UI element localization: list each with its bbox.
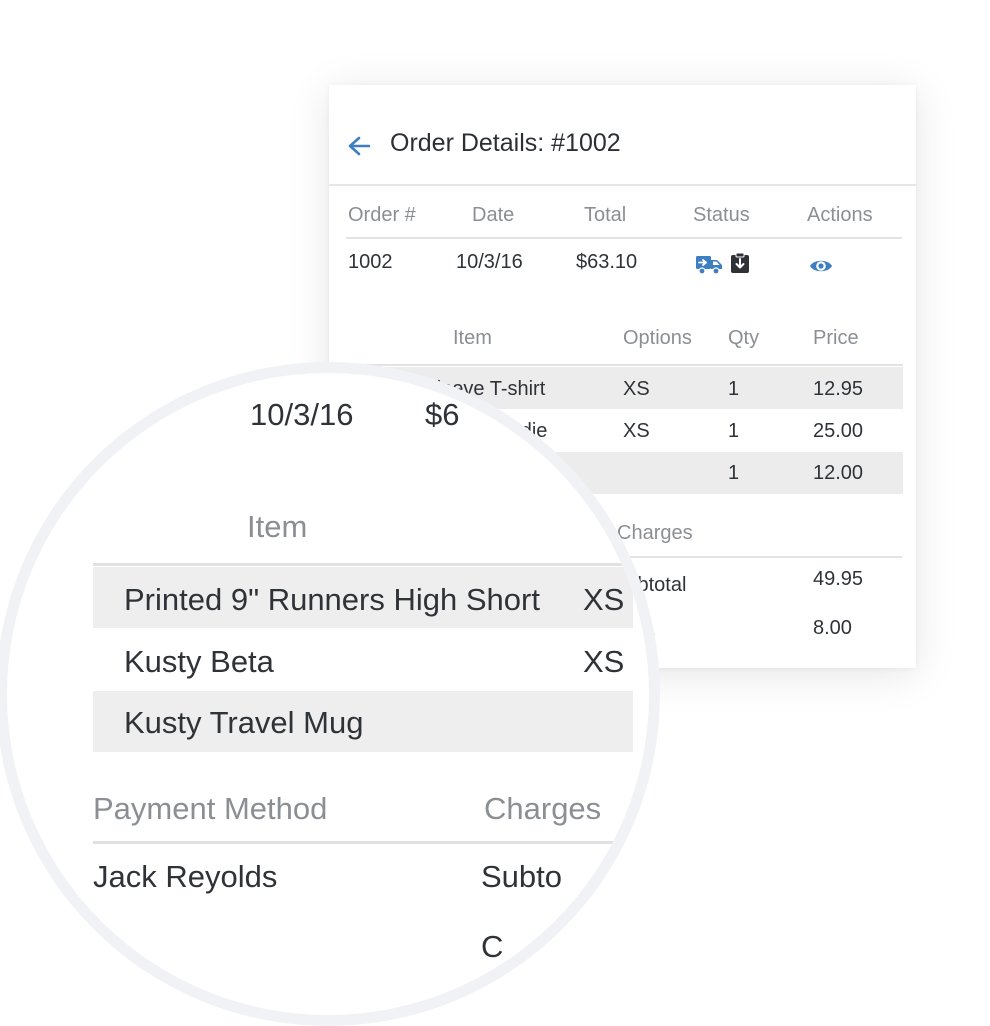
truck-icon [696,256,722,275]
column-header-date: Date [472,204,515,226]
item-option: XS [623,378,650,400]
zoomed-order-total: $6 [425,397,460,432]
column-header-status: Status [693,204,750,226]
item-price: 12.00 [813,462,864,484]
zoomed-item-name: Printed 9" Runners High Short [124,582,540,617]
zoomed-column-header-item: Item [247,509,308,544]
zoomed-item-option: XS [583,644,625,679]
charges-divider [609,556,902,558]
eye-icon[interactable] [809,257,833,275]
column-header-total: Total [584,204,627,226]
zoomed-item-option: XS [583,582,625,617]
item-qty: 1 [728,420,740,442]
magnifier-lens: 10/3/16 $6 Item Printed 9" Runners High … [7,373,649,1015]
item-qty: 1 [728,378,740,400]
column-header-options: Options [623,327,692,349]
column-header-price: Price [813,327,859,349]
items-divider [348,364,903,366]
clipboard-download-icon [731,252,749,273]
zoomed-item-name: Kusty Travel Mug [124,705,364,740]
zoomed-subtotal-label: Subto [481,859,563,894]
item-qty: 1 [728,462,740,484]
page-title: Order Details: #1002 [390,129,621,157]
column-header-actions: Actions [807,204,873,226]
item-price: 12.95 [813,378,864,400]
table-row [93,567,633,628]
zoomed-items-divider [93,563,633,566]
zoomed-charges-divider [93,841,633,844]
item-price: 25.00 [813,420,864,442]
zoomed-item-name: Kusty Beta [124,644,274,679]
charge-value-subtotal: 49.95 [813,568,864,590]
order-date: 10/3/16 [456,251,523,273]
column-header-order-number: Order # [348,204,416,226]
charges-header: Charges [617,522,693,544]
title-bar [329,85,916,186]
zoomed-payment-method-header: Payment Method [93,791,328,826]
column-header-item: Item [453,327,492,349]
order-total: $63.10 [576,251,638,273]
table-row [93,691,633,752]
column-header-qty: Qty [728,327,760,349]
summary-divider [346,237,902,239]
order-number: 1002 [348,251,393,273]
item-option: XS [623,420,650,442]
zoomed-charges-header: Charges [484,791,602,826]
zoomed-order-date: 10/3/16 [250,397,354,432]
zoomed-charge-label: C [481,929,504,964]
charge-value-qa: 8.00 [813,617,852,639]
zoomed-payer-name: Jack Reyolds [93,859,278,894]
arrow-left-icon[interactable] [347,135,371,157]
